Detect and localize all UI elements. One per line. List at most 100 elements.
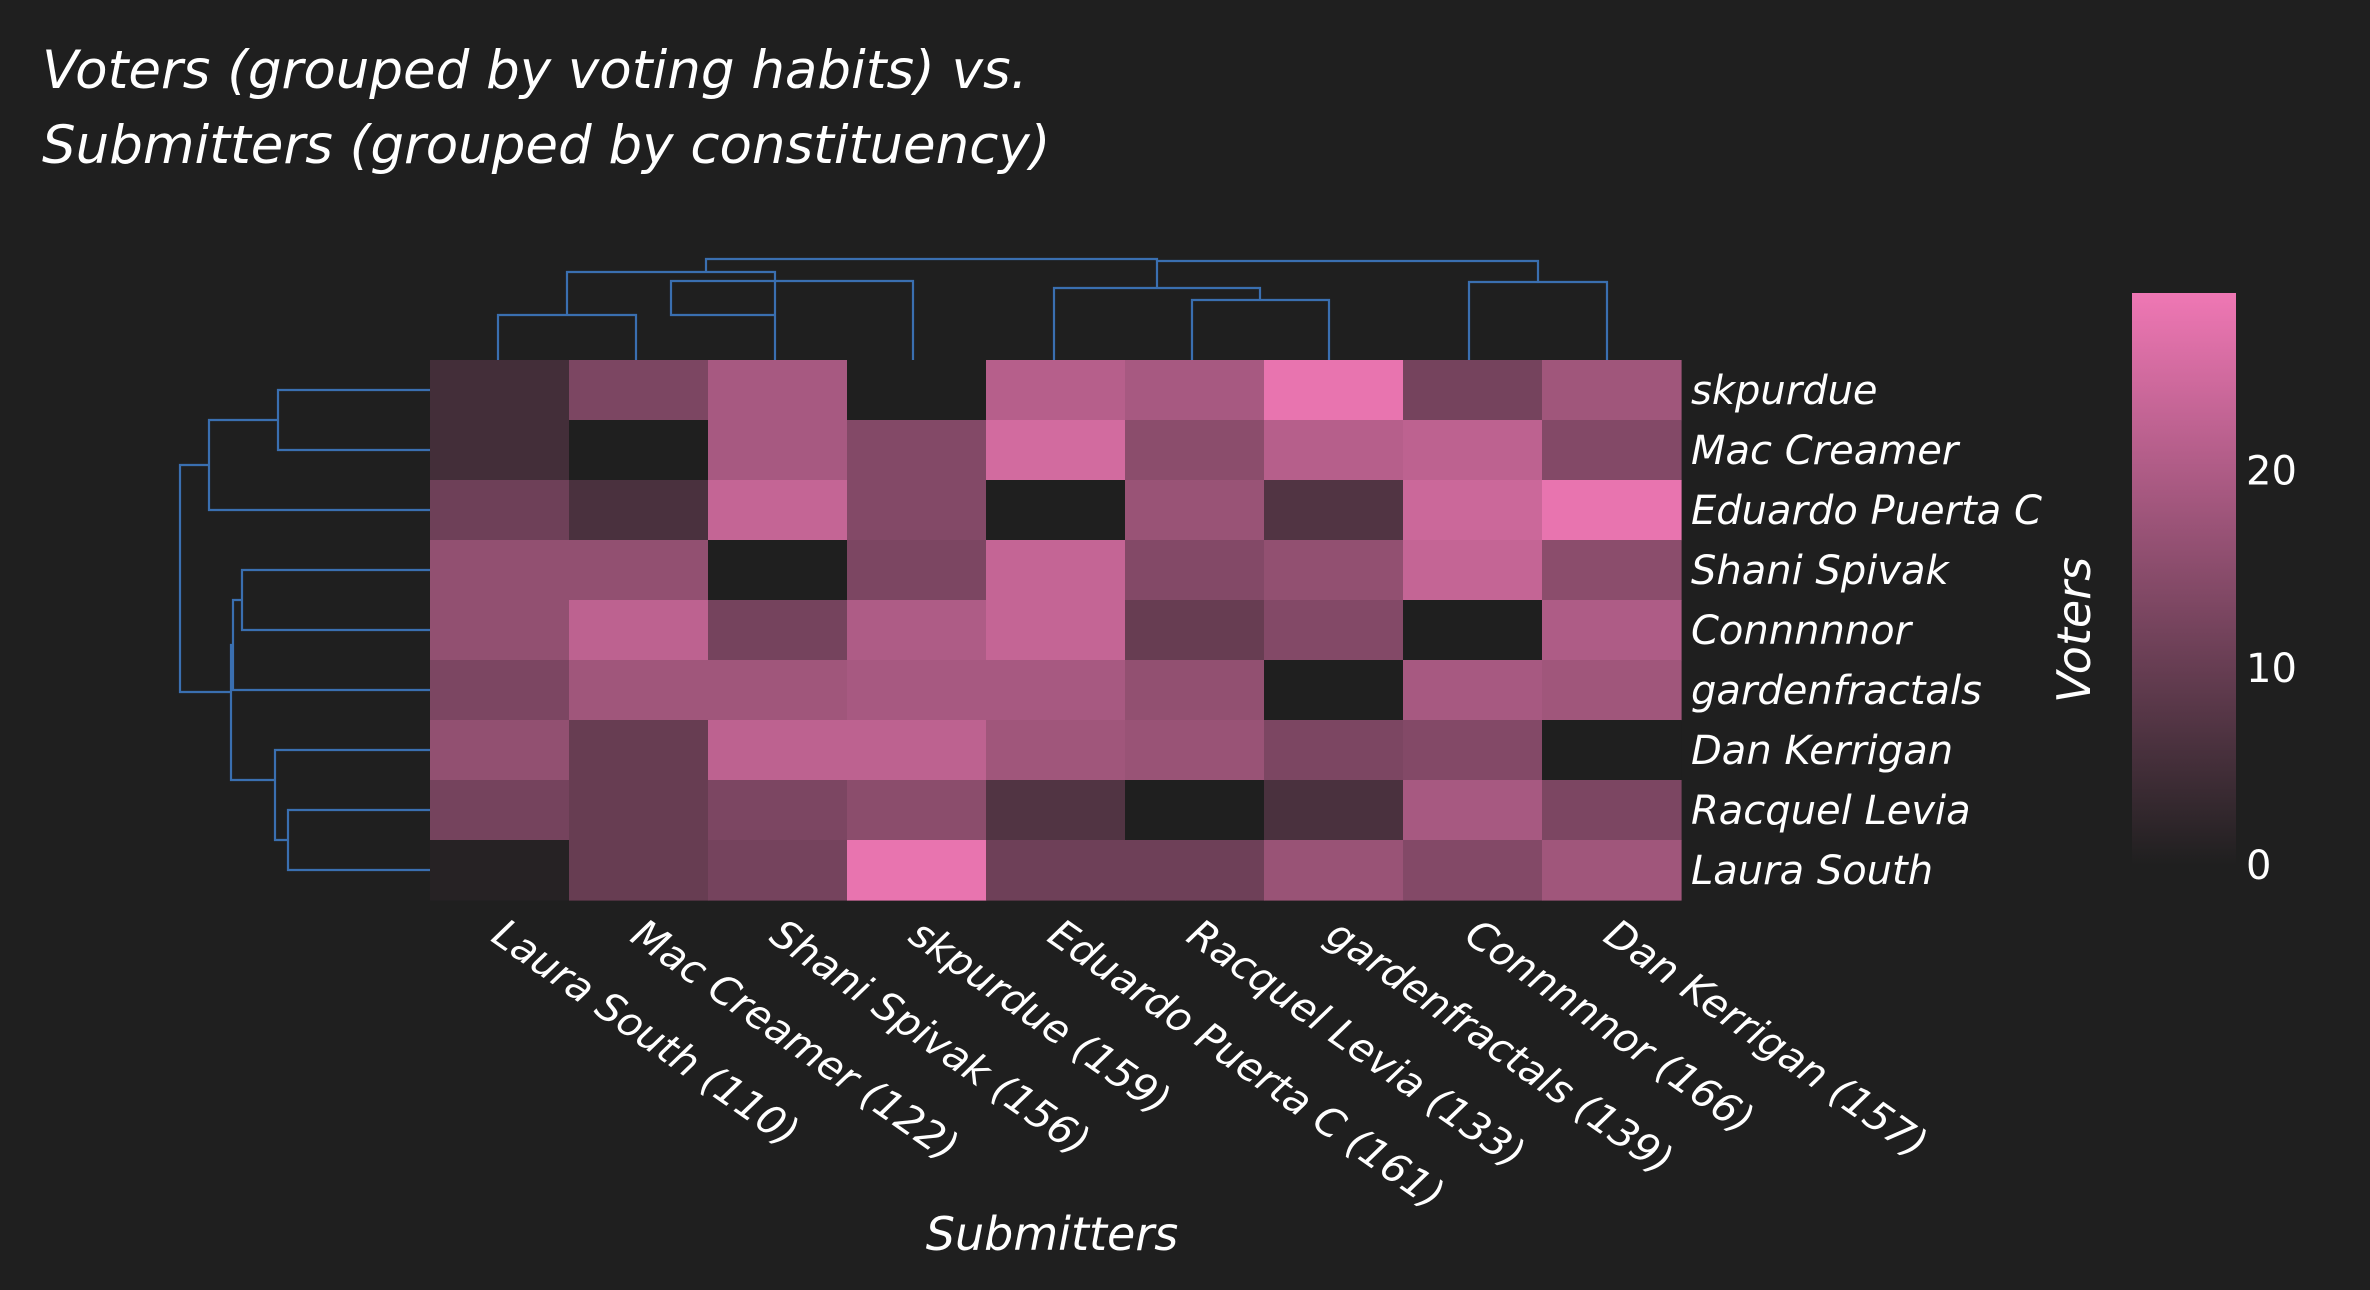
heatmap-cell bbox=[986, 840, 1126, 901]
colorbar-tick-label: 20 bbox=[2246, 449, 2297, 495]
heatmap-cell bbox=[708, 540, 848, 601]
heatmap-cell bbox=[430, 840, 570, 901]
heatmap-cell bbox=[1264, 600, 1404, 661]
heatmap-cell bbox=[1403, 600, 1543, 661]
heatmap-cell bbox=[708, 480, 848, 541]
heatmap-cell bbox=[1125, 420, 1265, 481]
heatmap-cell bbox=[847, 840, 987, 901]
heatmap-cell bbox=[986, 480, 1126, 541]
heatmap-cell bbox=[986, 780, 1126, 841]
heatmap-cell bbox=[1542, 420, 1682, 481]
heatmap-cell bbox=[1125, 540, 1265, 601]
row-dendrogram-link bbox=[178, 463, 231, 694]
row-label: Racquel Levia bbox=[1691, 788, 1971, 834]
heatmap-cell bbox=[1403, 840, 1543, 901]
heatmap-cell bbox=[986, 540, 1126, 601]
column-dendrogram-link bbox=[565, 270, 777, 360]
heatmap-cell bbox=[708, 360, 848, 421]
heatmap-cell bbox=[430, 720, 570, 781]
heatmap-cell bbox=[1542, 720, 1682, 781]
heatmap-cell bbox=[986, 420, 1126, 481]
row-label: Mac Creamer bbox=[1691, 428, 1961, 474]
column-dendrogram-link bbox=[1190, 298, 1331, 360]
heatmap-cell bbox=[569, 780, 709, 841]
heatmap-cell bbox=[1403, 660, 1543, 721]
row-label: skpurdue bbox=[1691, 368, 1878, 414]
colorbar-tick-label: 10 bbox=[2246, 646, 2297, 692]
row-labels: skpurdue Mac Creamer Eduardo Puerta C Shani… bbox=[1691, 368, 2042, 894]
heatmap-cell bbox=[847, 600, 987, 661]
row-dendrogram-link bbox=[273, 748, 430, 842]
column-dendrogram-link bbox=[1155, 259, 1540, 288]
heatmap-cell bbox=[1125, 480, 1265, 541]
heatmap-cell bbox=[708, 420, 848, 481]
heatmap-cell bbox=[430, 600, 570, 661]
heatmap-cell bbox=[1403, 540, 1543, 601]
heatmap-cell bbox=[1403, 780, 1543, 841]
heatmap-cell bbox=[1542, 540, 1682, 601]
heatmap-cell bbox=[430, 660, 570, 721]
heatmap-cell bbox=[1542, 360, 1682, 421]
heatmap-cell bbox=[569, 360, 709, 421]
heatmap-cell bbox=[1264, 540, 1404, 601]
column-dendrogram-link bbox=[1052, 286, 1262, 360]
heatmap-cell bbox=[1264, 660, 1404, 721]
heatmap-cell bbox=[1264, 480, 1404, 541]
column-dendrogram-link bbox=[704, 257, 1159, 272]
heatmap-cells bbox=[430, 360, 1682, 901]
heatmap-cell bbox=[708, 600, 848, 661]
heatmap-cell bbox=[569, 540, 709, 601]
heatmap-cell bbox=[569, 480, 709, 541]
heatmap-cell bbox=[1542, 600, 1682, 661]
heatmap-cell bbox=[1264, 360, 1404, 421]
row-label: Connnnnor bbox=[1691, 608, 1914, 654]
row-dendrogram-link bbox=[276, 388, 430, 452]
colorbar-tick-label: 0 bbox=[2246, 843, 2271, 889]
heatmap-cell bbox=[986, 360, 1126, 421]
heatmap-cell bbox=[1125, 600, 1265, 661]
heatmap-cell bbox=[1542, 780, 1682, 841]
heatmap-cell bbox=[1125, 780, 1265, 841]
heatmap-cell bbox=[1125, 360, 1265, 421]
heatmap-cell bbox=[1403, 360, 1543, 421]
heatmap-cell bbox=[430, 360, 570, 421]
row-label: gardenfractals bbox=[1691, 668, 1982, 714]
row-dendrogram-link bbox=[229, 643, 275, 782]
heatmap-cell bbox=[1264, 420, 1404, 481]
heatmap-cell bbox=[986, 600, 1126, 661]
heatmap-cell bbox=[430, 420, 570, 481]
y-axis-label: Voters bbox=[2047, 557, 2101, 703]
heatmap-cell bbox=[986, 720, 1126, 781]
column-dendrogram-link bbox=[496, 313, 638, 360]
row-dendrogram-link bbox=[286, 808, 430, 872]
heatmap-cell bbox=[847, 780, 987, 841]
heatmap-cell bbox=[430, 540, 570, 601]
heatmap-cell bbox=[1403, 420, 1543, 481]
column-dendrogram-link bbox=[669, 279, 915, 360]
heatmap-cell bbox=[1542, 840, 1682, 901]
heatmap-cell bbox=[847, 420, 987, 481]
heatmap-cell bbox=[569, 420, 709, 481]
heatmap-cell bbox=[847, 660, 987, 721]
heatmap-cell bbox=[1542, 480, 1682, 541]
chart-title-line-1: Voters (grouped by voting habits) vs. bbox=[42, 40, 1028, 101]
heatmap-cell bbox=[708, 720, 848, 781]
column-labels: Laura South (110)Mac Creamer (122)Shani … bbox=[484, 911, 1936, 1219]
colorbar-ticks: 0 10 20 bbox=[2246, 449, 2297, 889]
heatmap-cell bbox=[708, 840, 848, 901]
heatmap-cell bbox=[569, 840, 709, 901]
heatmap-cell bbox=[847, 720, 987, 781]
heatmap-cell bbox=[569, 660, 709, 721]
heatmap-cell bbox=[1264, 720, 1404, 781]
row-dendrogram-link bbox=[231, 598, 430, 692]
row-dendrogram-link bbox=[207, 418, 430, 512]
heatmap-cell bbox=[708, 660, 848, 721]
heatmap-cell bbox=[569, 720, 709, 781]
heatmap-cell bbox=[430, 480, 570, 541]
heatmap-cell bbox=[1264, 780, 1404, 841]
heatmap-cell bbox=[708, 780, 848, 841]
row-dendrogram bbox=[178, 388, 430, 872]
heatmap-cell bbox=[1403, 480, 1543, 541]
heatmap-cell bbox=[1125, 720, 1265, 781]
